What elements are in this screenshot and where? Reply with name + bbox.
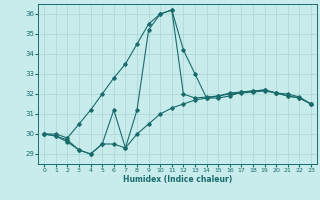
X-axis label: Humidex (Indice chaleur): Humidex (Indice chaleur) <box>123 175 232 184</box>
